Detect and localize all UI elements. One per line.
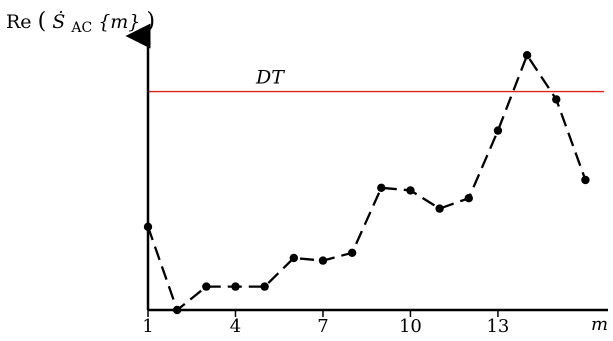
data-point	[493, 126, 503, 135]
x-tick-label: 1	[142, 316, 153, 336]
data-point	[318, 256, 328, 265]
data-point	[377, 183, 386, 192]
data-point	[231, 282, 240, 291]
data-point	[406, 186, 415, 195]
data-point	[260, 282, 269, 291]
data-point	[552, 95, 561, 104]
data-point	[581, 175, 590, 185]
threshold-label: DT	[255, 67, 285, 89]
data-point	[202, 282, 211, 291]
data-point	[289, 253, 299, 263]
y-label-open: (	[38, 9, 47, 34]
data-point	[347, 248, 357, 257]
y-label-subscript: AC	[70, 20, 92, 36]
y-axis-label: Re ( Ṡ AC {m} )	[6, 9, 155, 37]
series-group	[143, 51, 590, 315]
x-tick-label: 13	[486, 316, 509, 336]
x-tick-label: 10	[399, 316, 422, 336]
data-point	[143, 222, 153, 231]
x-tick-label: 7	[317, 316, 328, 336]
data-point	[464, 194, 473, 203]
x-tick-label: 4	[230, 316, 241, 336]
x-axis-label: m	[591, 314, 608, 335]
series-line	[146, 52, 587, 312]
y-label-symbol: Ṡ	[52, 10, 65, 33]
data-point	[522, 51, 532, 60]
y-label-close: )	[146, 9, 155, 34]
y-label-prefix: Re	[6, 11, 32, 33]
x-tick-group: 1 4 7 10 13	[142, 310, 509, 337]
data-point	[435, 204, 444, 213]
data-point	[172, 305, 182, 315]
y-label-arg: {m}	[98, 11, 140, 33]
